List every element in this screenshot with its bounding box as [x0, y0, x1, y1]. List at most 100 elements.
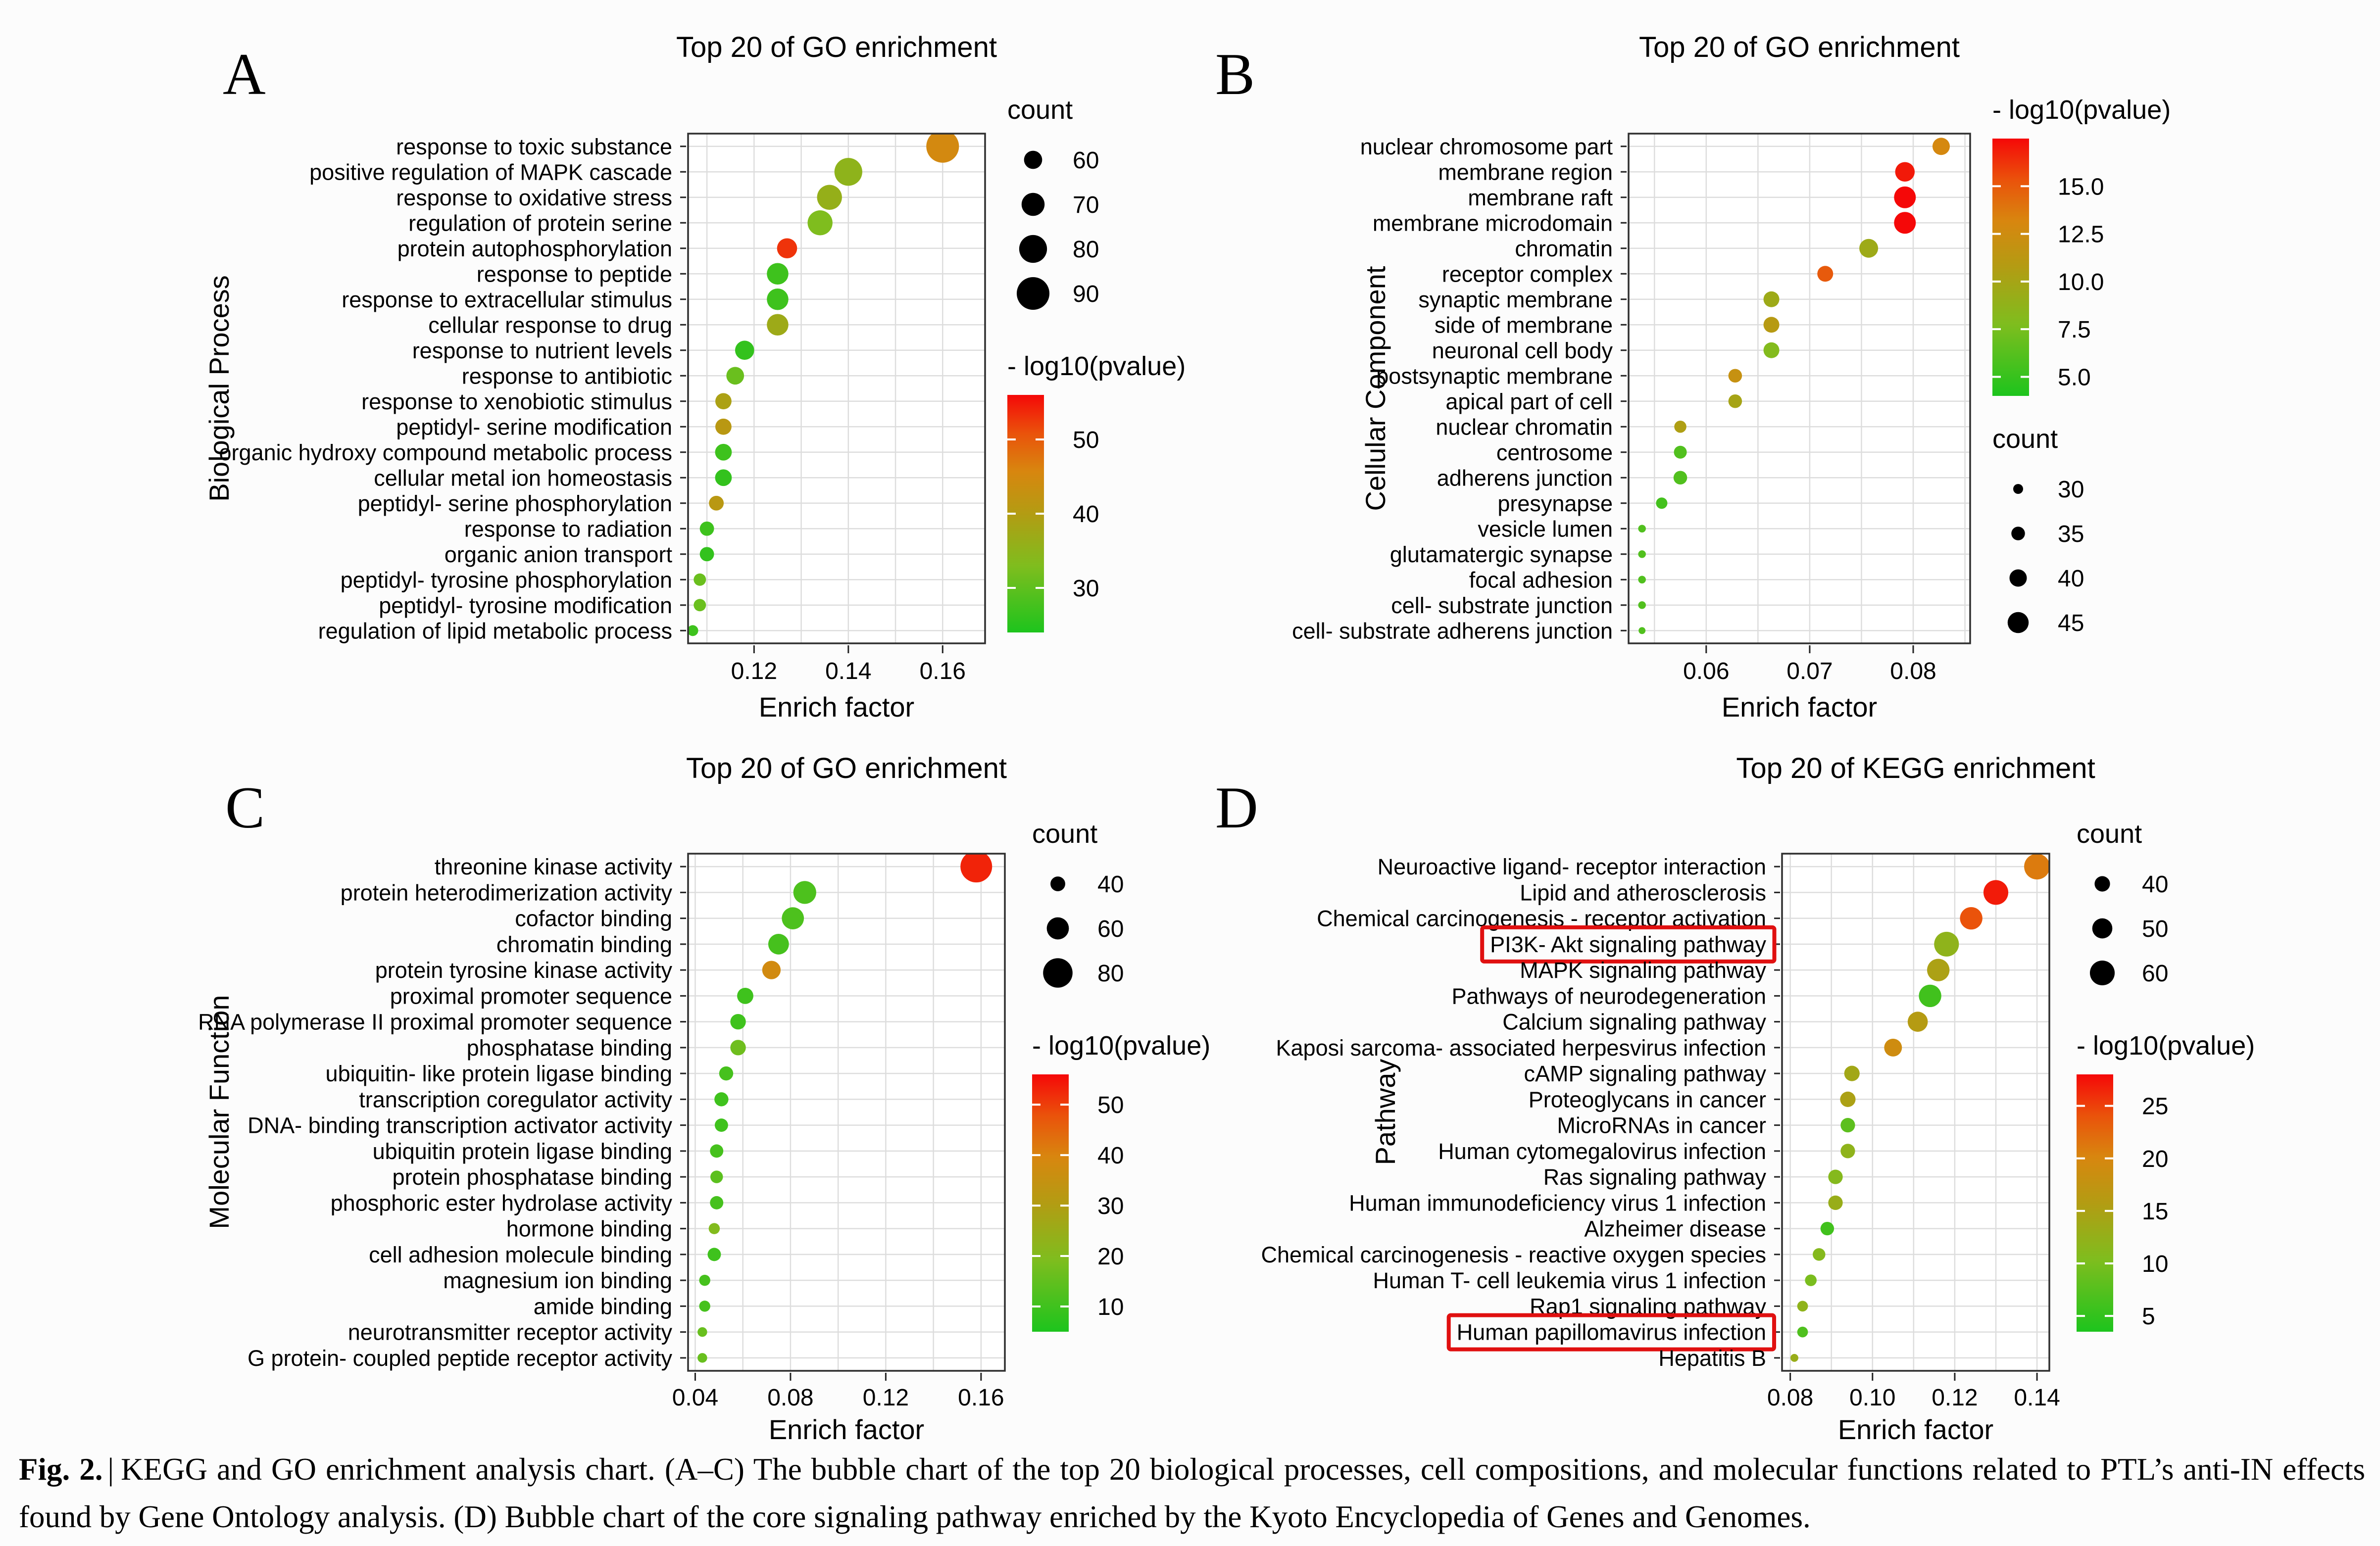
category-label: hormone binding [506, 1216, 672, 1242]
bubble [1638, 550, 1646, 558]
category-label: response to extracellular stimulus [342, 287, 672, 312]
category-label: protein heterodimerization activity [341, 880, 673, 905]
category-label: proximal promoter sequence [390, 983, 672, 1009]
plot-border [1781, 853, 2050, 1372]
figure-caption: Fig. 2. | KEGG and GO enrichment analysis … [19, 1446, 2365, 1541]
plot-border [687, 853, 1006, 1372]
category-label: adherens junction [1437, 465, 1613, 490]
category-label: PI3K- Akt signaling pathway [1490, 932, 1766, 957]
bubble [1895, 162, 1915, 182]
category-label: side of membrane [1435, 312, 1613, 338]
category-label: centrosome [1496, 440, 1613, 465]
category-label: peptidyl- serine phosphorylation [358, 491, 672, 516]
category-label: cell adhesion molecule binding [369, 1242, 672, 1267]
bubble [699, 547, 714, 562]
plot-area-B [1629, 134, 1970, 643]
panel-letter-A: A [223, 41, 266, 107]
plot-border [687, 133, 986, 644]
bubble [715, 469, 732, 486]
category-label: Calcium signaling pathway [1502, 1010, 1766, 1035]
legend-count-label: 40 [1097, 871, 1124, 898]
category-label: synaptic membrane [1418, 287, 1613, 312]
category-label: organic hydroxy compound metabolic proce… [219, 440, 672, 465]
y-axis-title: Biological Process [203, 275, 235, 502]
bubble [1728, 394, 1742, 408]
category-label: response to oxidative stress [396, 185, 672, 210]
legend-pvalue-label: 12.5 [2058, 222, 2104, 248]
bubble [1859, 239, 1879, 258]
category-label: phosphoric ester hydrolase activity [331, 1190, 673, 1215]
category-label: DNA- binding transcription activator act… [248, 1113, 672, 1138]
legend-pvalue-label: 30 [1073, 576, 1099, 602]
category-label: Lipid and atherosclerosis [1520, 880, 1766, 905]
plot-area-A [688, 134, 985, 643]
legend-pvalue-label: 25 [2142, 1094, 2168, 1120]
x-tick-label: 0.10 [1849, 1385, 1895, 1411]
legend-count-dot [1046, 917, 1069, 940]
caption-figure-label: Fig. 2. [19, 1452, 103, 1487]
panel-title: Top 20 of GO enrichment [1639, 31, 1960, 63]
category-label: cell- substrate junction [1391, 593, 1613, 618]
bubble [697, 1327, 707, 1337]
category-label: membrane region [1438, 159, 1613, 185]
legend-count-label: 80 [1097, 961, 1124, 987]
bubble [1797, 1326, 1808, 1338]
plot-area-D [1782, 854, 2049, 1371]
panel-D: Neuroactive ligand- receptor interaction… [1215, 752, 2255, 1445]
category-label: ubiquitin- like protein ligase binding [326, 1061, 672, 1086]
legend-count-label: 90 [1073, 281, 1099, 307]
category-label: glutamatergic synapse [1390, 542, 1613, 567]
legend-pvalue-label: 40 [1097, 1143, 1124, 1169]
bubble [1763, 342, 1780, 358]
plot-area-C [688, 854, 1005, 1371]
bubble [726, 367, 744, 385]
legend-count-title: count [1992, 424, 2058, 454]
bubble [1638, 525, 1646, 532]
bubble [777, 238, 797, 259]
y-axis-title: Cellular Component [1360, 266, 1391, 511]
x-tick-label: 0.08 [767, 1385, 813, 1411]
bubble [1674, 421, 1686, 433]
bubble [793, 881, 816, 904]
legend-pvalue-label: 15.0 [2058, 174, 2104, 200]
category-label: MicroRNAs in cancer [1557, 1113, 1766, 1138]
bubble [694, 599, 706, 612]
bubble [1790, 1353, 1798, 1362]
category-label: focal adhesion [1469, 567, 1613, 592]
category-label: response to nutrient levels [412, 338, 672, 363]
category-label: peptidyl- tyrosine modification [379, 593, 672, 618]
legend-count-dot [2009, 569, 2027, 587]
legend-pvalue-label: 30 [1097, 1193, 1124, 1219]
x-axis-title: Enrich factor [759, 691, 914, 723]
bubble [807, 210, 833, 236]
bubble [1840, 1091, 1856, 1107]
category-label: membrane microdomain [1373, 210, 1613, 236]
category-label: RNA polymerase II proximal promoter sequ… [198, 1010, 672, 1035]
legend-count-dot [1024, 150, 1042, 169]
category-label: transcription coregulator activity [359, 1087, 672, 1112]
bubble [707, 1248, 721, 1261]
legend-pvalue-label: 5.0 [2058, 364, 2091, 390]
legend-pvalue-label: 10 [2142, 1251, 2168, 1277]
legend-count-title: count [1032, 819, 1097, 849]
panel-letter-D: D [1215, 774, 1258, 840]
bubble [730, 1040, 746, 1056]
category-label: cellular metal ion homeostasis [374, 465, 672, 490]
x-tick-label: 0.14 [2014, 1385, 2060, 1411]
legend-pvalue-title: - log10(pvalue) [2077, 1031, 2255, 1061]
category-label: Chemical carcinogenesis - reactive oxyge… [1261, 1242, 1766, 1267]
category-label: phosphatase binding [467, 1035, 672, 1061]
bubble [1797, 1301, 1808, 1312]
panel-title: Top 20 of KEGG enrichment [1736, 752, 2095, 784]
legend-count-dot [2094, 876, 2110, 892]
category-label: chromatin [1515, 236, 1613, 261]
bubble [1813, 1248, 1826, 1261]
bubble [1817, 266, 1834, 282]
bubble [1934, 931, 1959, 957]
category-label: peptidyl- tyrosine phosphorylation [341, 567, 672, 592]
category-label: cAMP signaling pathway [1524, 1061, 1767, 1086]
plot-border [1628, 133, 1971, 644]
category-label: apical part of cell [1445, 389, 1613, 414]
